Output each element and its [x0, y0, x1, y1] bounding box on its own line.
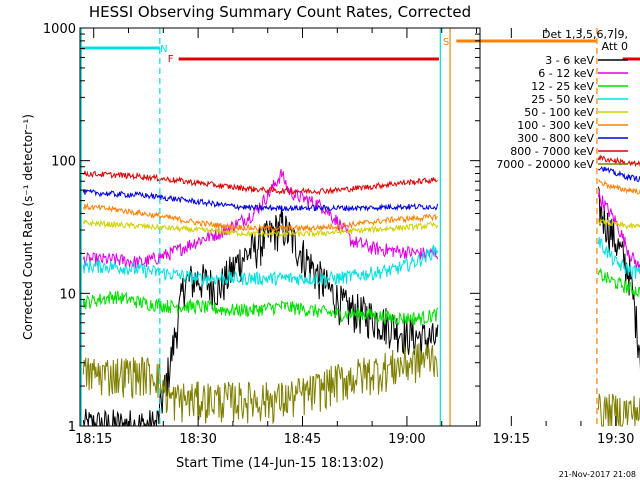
footer-timestamp: 21-Nov-2017 21:08: [559, 470, 636, 479]
series-line-0-part-0: [82, 208, 439, 428]
y-tick-label-2: 100: [51, 155, 76, 170]
y-tick-label-3: 1000: [43, 22, 76, 37]
chart-title: HESSI Observing Summary Count Rates, Cor…: [89, 3, 471, 21]
legend-label-8: 7000 - 20000 keV: [496, 158, 594, 171]
y-axis-label: Corrected Count Rate (s⁻¹ detector⁻¹): [21, 114, 35, 340]
x-tick-label-2: 18:45: [284, 432, 321, 447]
series-line-8-part-1: [597, 393, 640, 427]
legend-label-7: 800 - 7000 keV: [510, 145, 594, 158]
legend-label-0: 3 - 6 keV: [545, 54, 594, 67]
x-tick-label-4: 19:15: [493, 432, 530, 447]
legend-label-1: 6 - 12 keV: [538, 67, 594, 80]
series-line-6-part-1: [597, 165, 640, 182]
x-axis-label: Start Time (14-Jun-15 18:13:02): [176, 456, 384, 471]
series-line-7-part-0: [83, 170, 438, 196]
legend-label-2: 12 - 25 keV: [531, 80, 594, 93]
series-line-1-part-0: [82, 168, 438, 269]
data-layer: [82, 154, 640, 428]
series-line-7-part-1: [597, 154, 640, 168]
series-line-8-part-0: [82, 343, 438, 425]
legend-header-0: Det 1,3,5,6,7,9,: [542, 28, 628, 41]
x-tick-label-3: 19:00: [388, 432, 425, 447]
series-line-0-part-1: [597, 186, 640, 370]
x-tick-label-1: 18:30: [179, 432, 216, 447]
plot-frame: [79, 27, 481, 427]
x-tick-label-0: 18:15: [75, 432, 112, 447]
legend-label-3: 25 - 50 keV: [531, 93, 594, 106]
annotation-n: N: [160, 44, 167, 55]
legend-label-6: 300 - 800 keV: [517, 132, 594, 145]
series-line-2-part-0: [82, 290, 438, 326]
legend-label-5: 100 - 300 keV: [517, 119, 594, 132]
series-line-5-part-0: [82, 202, 438, 232]
legend-label-4: 50 - 100 keV: [524, 106, 594, 119]
y-tick-label-0: 1: [68, 420, 76, 435]
annotation-f: F: [168, 54, 174, 65]
y-tick-label-1: 10: [59, 287, 76, 302]
annotation-s: S: [443, 37, 449, 48]
series-line-2-part-1: [597, 267, 640, 298]
series-line-3-part-1: [597, 237, 640, 279]
series-line-6-part-0: [82, 188, 438, 212]
axes-layer: 18:1518:3018:4519:0019:1519:3019:4511010…: [43, 22, 635, 447]
series-line-5-part-1: [598, 179, 640, 195]
series-line-4-part-0: [82, 219, 438, 239]
x-tick-label-5: 19:30: [597, 432, 634, 447]
series-line-4-part-1: [597, 218, 640, 230]
series-line-3-part-0: [82, 244, 438, 287]
legend-header-1: Att 0: [602, 40, 628, 53]
